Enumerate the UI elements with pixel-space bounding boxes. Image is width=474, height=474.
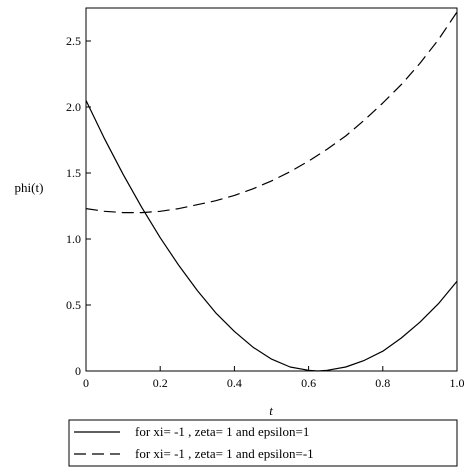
x-tick-label: 0 <box>83 376 89 390</box>
legend: for xi= -1 , zeta= 1 and epsilon=1 for x… <box>68 419 458 467</box>
y-tick-label: 1.5 <box>66 166 81 180</box>
plot-frame <box>85 7 458 372</box>
series-line-solid <box>85 100 458 372</box>
ticks: 0 0.2 0.4 0.6 0.8 1.0 0 0.5 1.0 1.5 2.0 2.5 <box>66 34 465 390</box>
x-tick-label: 0.6 <box>301 376 316 390</box>
x-tick-label: 0.8 <box>375 376 390 390</box>
y-tick-label: 2.5 <box>66 34 81 48</box>
x-axis-label: t <box>269 403 273 418</box>
x-tick-label: 0.4 <box>227 376 242 390</box>
legend-entry-solid: for xi= -1 , zeta= 1 and epsilon=1 <box>135 424 309 439</box>
y-tick-label: 2.0 <box>66 100 81 114</box>
legend-entry-dashed: for xi= -1 , zeta= 1 and epsilon=-1 <box>135 446 314 461</box>
x-tick-label: 0.2 <box>153 376 168 390</box>
y-tick-label: 0.5 <box>66 298 81 312</box>
series-line-dashed <box>85 11 458 214</box>
y-tick-label: 1.0 <box>66 232 81 246</box>
series-layer <box>85 11 458 372</box>
y-tick-label: 0 <box>75 364 81 378</box>
x-tick-label: 1.0 <box>450 376 465 390</box>
legend-box <box>68 419 458 467</box>
y-axis-label: phi(t) <box>15 180 44 195</box>
